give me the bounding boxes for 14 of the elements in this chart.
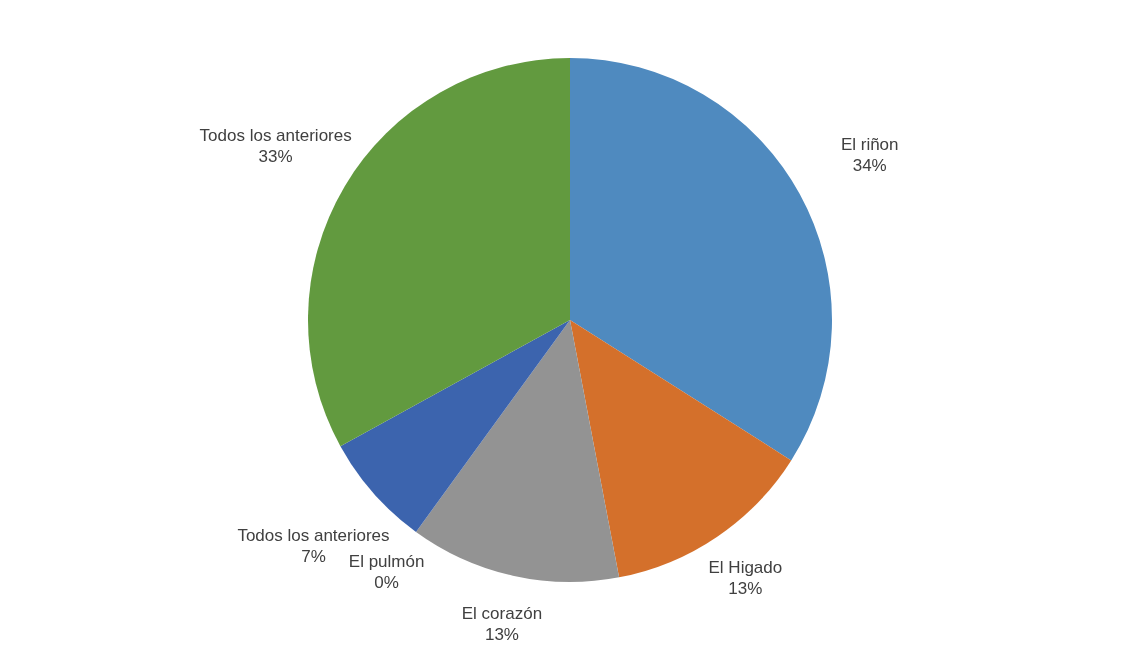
slice-label: Todos los anteriores xyxy=(237,526,390,546)
data-label: 33% xyxy=(258,146,293,166)
pie-slice xyxy=(570,320,792,578)
slice-label: Todos los anteriores xyxy=(199,125,352,145)
data-label: 13% xyxy=(484,625,519,645)
text: 0% xyxy=(374,573,399,593)
data-label: 13% xyxy=(728,579,763,599)
pie-slice xyxy=(570,58,832,461)
category-label: El pulmón xyxy=(348,552,425,572)
data-label: 34% xyxy=(852,156,887,176)
slice-label: El Higado xyxy=(708,558,783,578)
data-label: 7% xyxy=(301,547,326,567)
slice-label: El corazón xyxy=(461,604,543,624)
slice-label: El riñon xyxy=(840,135,899,155)
